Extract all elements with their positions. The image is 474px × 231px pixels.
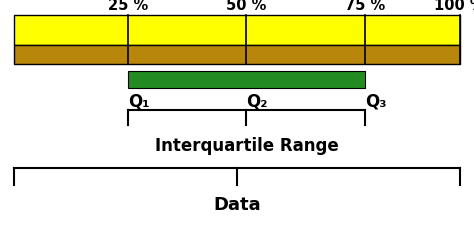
Text: Q₂: Q₂ <box>246 92 268 110</box>
Text: Q₁: Q₁ <box>128 92 149 110</box>
Text: 50 %: 50 % <box>226 0 267 13</box>
Text: 100 %: 100 % <box>435 0 474 13</box>
Text: 75 %: 75 % <box>345 0 385 13</box>
Bar <box>128 72 365 89</box>
Bar <box>14 16 460 46</box>
Bar <box>14 46 460 65</box>
Text: Q₃: Q₃ <box>365 92 386 110</box>
Text: Data: Data <box>213 195 261 213</box>
Text: Interquartile Range: Interquartile Range <box>155 136 338 154</box>
Text: 25 %: 25 % <box>108 0 148 13</box>
